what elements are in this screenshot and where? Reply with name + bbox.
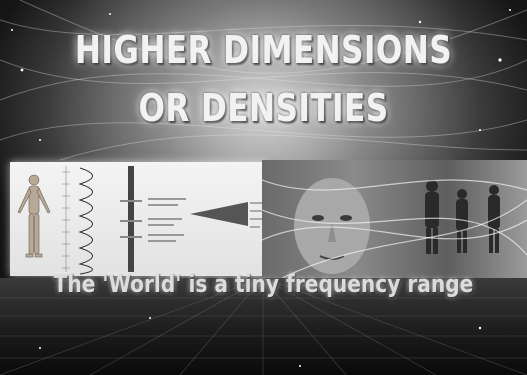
range-wedge	[190, 202, 248, 226]
human-figure-icon	[17, 174, 51, 258]
title-line-1: HIGHER DIMENSIONS	[74, 28, 453, 72]
diagram-label-lines	[148, 198, 186, 242]
frequency-diagram-panel	[10, 162, 266, 276]
frequency-diagram	[17, 166, 264, 275]
crowd-silhouettes	[425, 180, 500, 254]
star-field	[11, 9, 511, 141]
spectrum-bar	[128, 166, 134, 272]
caption-text: The 'World' is a tiny frequency range	[53, 270, 474, 298]
grid-floor	[0, 278, 527, 375]
photo-collage-panel	[262, 160, 527, 278]
face-image	[294, 178, 370, 274]
spectrum-markers	[120, 200, 142, 238]
frequency-wave	[78, 167, 93, 275]
photo-collage	[262, 178, 527, 278]
title-line-2: OR DENSITIES	[138, 86, 389, 130]
frequency-scale	[62, 166, 70, 272]
